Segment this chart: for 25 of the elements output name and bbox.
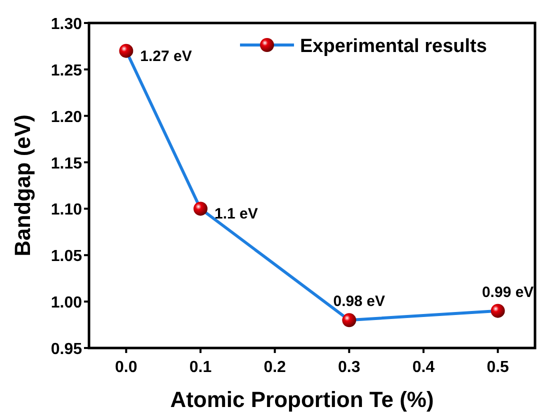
y-tick-label: 1.00 — [50, 294, 82, 312]
legend-label: Experimental results — [300, 36, 487, 57]
y-tick-label: 1.05 — [50, 248, 82, 266]
x-tick-label: 0.0 — [115, 359, 138, 376]
y-tick-label: 0.95 — [50, 341, 82, 358]
x-tick-label: 0.4 — [412, 359, 435, 376]
point — [194, 202, 208, 216]
data-label: 1.1 eV — [214, 206, 258, 223]
y-tick-label: 1.20 — [50, 108, 82, 126]
x-tick-label: 0.3 — [338, 359, 360, 376]
data-label: 0.98 eV — [333, 293, 386, 310]
x-axis-title: Atomic Proportion Te (%) — [170, 387, 434, 412]
x-tick-label: 0.1 — [189, 359, 212, 376]
x-tick-label: 0.2 — [264, 359, 286, 376]
y-tick-label: 1.30 — [50, 16, 82, 33]
y-tick-label: 1.15 — [50, 155, 82, 172]
y-tick-label: 1.25 — [50, 62, 82, 80]
point — [490, 304, 505, 318]
x-tick-label: 0.5 — [486, 359, 510, 376]
data-label: 0.99 eV — [482, 284, 534, 301]
point — [342, 313, 356, 328]
y-axis-title: Bandgap (eV) — [10, 114, 35, 256]
y-tick-label: 1.10 — [50, 202, 82, 219]
point — [119, 44, 134, 58]
data-label: 1.27 eV — [140, 48, 192, 65]
